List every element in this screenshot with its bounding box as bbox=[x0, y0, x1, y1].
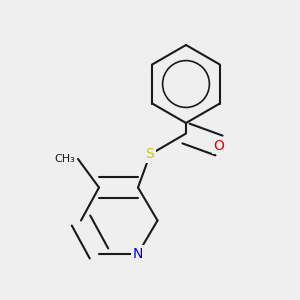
Text: N: N bbox=[133, 247, 143, 260]
Text: CH₃: CH₃ bbox=[54, 154, 75, 164]
Text: S: S bbox=[146, 148, 154, 161]
Text: O: O bbox=[214, 139, 224, 152]
